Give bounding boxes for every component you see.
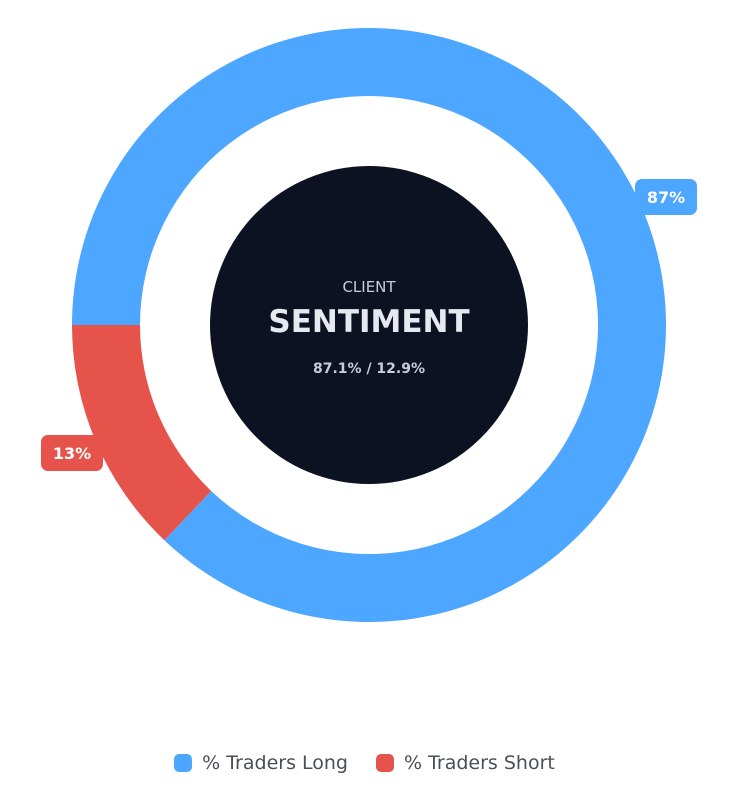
slice-short[interactable] xyxy=(72,325,212,541)
center-label: CLIENT xyxy=(342,278,396,296)
percent-label-long: 87% xyxy=(635,179,697,215)
percent-labels: 87% 13% xyxy=(41,179,697,471)
center-disc xyxy=(210,166,528,484)
percent-label-text: 13% xyxy=(53,444,91,463)
legend: % Traders Long % Traders Short xyxy=(0,752,729,774)
center-title: SENTIMENT xyxy=(268,304,469,340)
percent-label-text: 87% xyxy=(647,188,685,207)
percent-label-bg xyxy=(635,179,697,215)
legend-swatch-long xyxy=(174,754,193,772)
legend-item-short[interactable]: % Traders Short xyxy=(375,752,555,774)
percent-label-short: 13% xyxy=(41,435,103,471)
center-subtitle: 87.1% / 12.9% xyxy=(313,361,425,377)
legend-label-short: % Traders Short xyxy=(403,752,555,774)
doughnut-slices xyxy=(72,27,667,622)
legend-swatch-short xyxy=(375,754,394,772)
legend-item-long[interactable]: % Traders Long xyxy=(174,752,348,774)
legend-label-long: % Traders Long xyxy=(202,752,348,774)
percent-label-bg xyxy=(41,435,103,471)
